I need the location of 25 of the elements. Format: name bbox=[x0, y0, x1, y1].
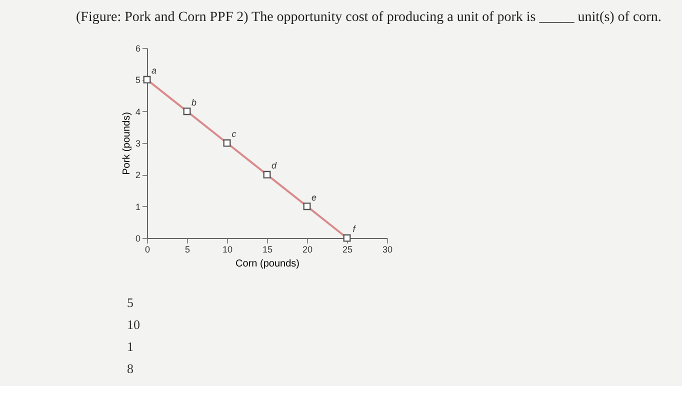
annotation: e bbox=[311, 192, 317, 202]
x-tick-label: 15 bbox=[262, 244, 273, 254]
y-tick-label: 6 bbox=[135, 44, 140, 54]
y-tick-label: 1 bbox=[135, 202, 140, 212]
x-tick-label: 5 bbox=[184, 244, 190, 254]
annotation: f bbox=[352, 224, 357, 234]
annotation: c bbox=[232, 129, 237, 139]
x-tick-label: 30 bbox=[382, 244, 393, 254]
y-tick-label: 3 bbox=[135, 138, 140, 148]
chart-title: (Figure: Pork and Corn PPF 2) The opportunity cost of producing a unit of pork is _____ unit(s) of corn. bbox=[76, 10, 662, 25]
text: 10 bbox=[127, 317, 140, 332]
x-tick-label: 0 bbox=[144, 244, 150, 254]
text: 8 bbox=[127, 361, 134, 376]
x-axis-title: Corn (pounds) bbox=[236, 258, 300, 270]
y-tick-label: 2 bbox=[135, 170, 140, 180]
x-tick-label: 10 bbox=[222, 244, 233, 254]
x-tick-label: 25 bbox=[342, 244, 353, 254]
annotation: a bbox=[151, 66, 157, 76]
x-tick-label: 20 bbox=[302, 244, 313, 254]
y-tick-label: 0 bbox=[135, 234, 140, 244]
annotation: d bbox=[271, 160, 278, 171]
y-tick-label: 4 bbox=[135, 106, 140, 117]
y-tick-label: 5 bbox=[135, 75, 140, 86]
y-axis-title: Pork (pounds) bbox=[121, 112, 132, 175]
annotation: b bbox=[191, 97, 197, 108]
